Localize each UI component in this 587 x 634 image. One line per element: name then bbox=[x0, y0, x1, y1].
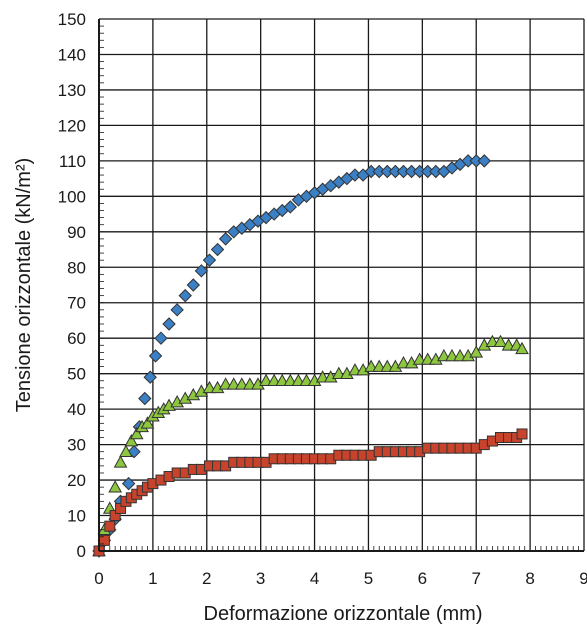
x-tick-label: 9 bbox=[579, 569, 587, 588]
data-point-diamond bbox=[154, 331, 168, 345]
y-axis-title: Tensione orizzontale (kN/m²) bbox=[13, 158, 35, 413]
data-point-triangle bbox=[515, 341, 529, 355]
data-point-triangle bbox=[259, 373, 273, 387]
data-point-triangle bbox=[331, 366, 346, 379]
data-point-diamond bbox=[218, 232, 233, 246]
data-point-triangle bbox=[267, 373, 281, 387]
data-point-triangle bbox=[119, 444, 133, 457]
x-tick-label: 5 bbox=[364, 569, 373, 588]
data-point-triangle bbox=[437, 348, 451, 362]
y-tick-label: 120 bbox=[58, 116, 86, 135]
data-point-triangle bbox=[124, 434, 139, 447]
data-point-triangle bbox=[493, 334, 508, 348]
data-point-triangle bbox=[372, 359, 387, 372]
y-tick-label: 110 bbox=[59, 152, 86, 171]
x-tick-label: 8 bbox=[525, 569, 534, 588]
data-point-triangle bbox=[453, 348, 467, 362]
data-point-triangle bbox=[396, 355, 411, 369]
y-tick-label: 30 bbox=[67, 436, 86, 455]
y-tick-label: 10 bbox=[67, 507, 86, 526]
axes: 0 1 2 3 4 5 6 7 8 9010203040506070809010011012013… bbox=[58, 10, 587, 588]
series-triangle bbox=[92, 334, 529, 557]
data-point-triangle bbox=[218, 377, 233, 390]
data-point-triangle bbox=[469, 345, 484, 358]
plot-marks bbox=[92, 154, 529, 558]
data-point-triangle bbox=[202, 380, 217, 394]
x-tick-label: 4 bbox=[310, 569, 319, 588]
data-point-triangle bbox=[140, 416, 155, 429]
data-point-diamond bbox=[121, 476, 136, 491]
data-point-triangle bbox=[348, 363, 362, 376]
data-point-diamond bbox=[210, 242, 225, 257]
data-point-diamond bbox=[194, 264, 209, 278]
data-point-triangle bbox=[420, 352, 435, 365]
data-point-diamond bbox=[283, 200, 298, 214]
series-diamond bbox=[92, 154, 492, 558]
data-point-triangle bbox=[113, 455, 128, 468]
x-tick-label: 1 bbox=[148, 569, 157, 588]
x-tick-label: 0 bbox=[94, 569, 103, 588]
grid bbox=[98, 18, 585, 552]
y-tick-label: 90 bbox=[67, 223, 86, 242]
data-point-triangle bbox=[275, 373, 290, 387]
data-point-square bbox=[104, 520, 116, 532]
data-point-triangle bbox=[445, 348, 459, 362]
y-tick-label: 150 bbox=[58, 10, 86, 29]
data-point-diamond bbox=[143, 370, 157, 384]
y-tick-label: 50 bbox=[67, 365, 86, 384]
data-point-diamond bbox=[162, 317, 176, 331]
y-tick-label: 130 bbox=[58, 81, 86, 100]
data-point-diamond bbox=[186, 278, 201, 292]
x-tick-label: 6 bbox=[418, 569, 427, 588]
data-point-triangle bbox=[129, 426, 144, 440]
data-point-triangle bbox=[283, 373, 298, 387]
y-tick-label: 0 bbox=[77, 542, 86, 561]
y-tick-label: 20 bbox=[67, 471, 86, 490]
data-point-diamond bbox=[170, 303, 184, 317]
series-square bbox=[93, 428, 528, 557]
y-tick-label: 140 bbox=[58, 45, 86, 64]
x-tick-label: 3 bbox=[256, 569, 265, 588]
data-point-triangle bbox=[485, 334, 500, 348]
data-point-diamond bbox=[148, 349, 163, 363]
data-point-diamond bbox=[477, 154, 492, 168]
data-point-diamond bbox=[178, 288, 192, 303]
y-tick-label: 100 bbox=[58, 187, 86, 206]
data-point-triangle bbox=[291, 373, 306, 387]
data-point-square bbox=[516, 428, 528, 440]
x-tick-label: 2 bbox=[202, 569, 211, 588]
y-tick-label: 80 bbox=[67, 258, 86, 277]
y-tick-label: 40 bbox=[67, 400, 86, 419]
y-tick-label: 70 bbox=[67, 294, 86, 313]
data-point-triangle bbox=[315, 370, 330, 383]
y-tick-label: 60 bbox=[67, 329, 86, 348]
data-point-triangle bbox=[380, 359, 395, 372]
data-point-diamond bbox=[138, 391, 152, 406]
data-point-triangle bbox=[501, 338, 516, 351]
data-point-triangle bbox=[243, 377, 257, 390]
data-point-triangle bbox=[299, 373, 314, 387]
data-point-triangle bbox=[412, 352, 427, 365]
data-point-triangle bbox=[108, 480, 123, 493]
data-point-triangle bbox=[226, 377, 241, 390]
x-axis-title: Deformazione orizzontale (mm) bbox=[204, 603, 483, 625]
data-point-triangle bbox=[234, 377, 249, 390]
data-point-triangle bbox=[364, 359, 378, 372]
data-point-diamond bbox=[202, 253, 217, 267]
x-tick-label: 7 bbox=[471, 569, 480, 588]
